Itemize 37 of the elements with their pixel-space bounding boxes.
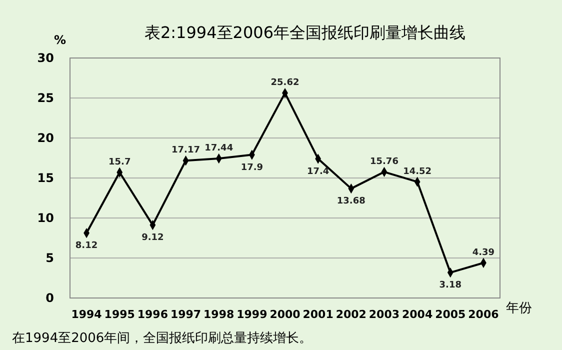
y-tick-label: 30: [37, 51, 54, 65]
x-axis-title: 年份: [506, 301, 532, 316]
data-label: 17.9: [240, 162, 264, 173]
chart-title: 表2:1994至2006年全国报纸印刷量增长曲线: [144, 23, 466, 42]
text: 在1994至2006年间，全国报纸印刷总量持续增长。: [12, 331, 312, 346]
data-label: 3.18: [439, 280, 462, 291]
x-tick-label: 2001: [302, 308, 334, 321]
data-label: 4.39: [472, 248, 495, 258]
x-tick-label: 2003: [368, 308, 400, 321]
data-label: 17.44: [204, 143, 234, 154]
x-tick-label: 2000: [270, 308, 301, 321]
y-tick-label: 0: [46, 291, 54, 305]
y-tick-label: 5: [46, 251, 54, 265]
data-label: 8.12: [75, 241, 98, 252]
x-tick-label: 1995: [104, 308, 135, 321]
y-axis-title: %: [54, 33, 66, 47]
x-tick-label: 1994: [71, 308, 102, 321]
y-tick-label: 20: [37, 131, 54, 145]
y-tick-label: 15: [37, 171, 54, 185]
x-tick-label: 1997: [170, 308, 202, 321]
x-tick-label: 2006: [468, 308, 500, 321]
data-label: 15.76: [370, 156, 398, 167]
x-tick-label: 2002: [336, 308, 366, 321]
data-label: 9.12: [142, 233, 164, 244]
y-tick-label: 25: [37, 91, 54, 105]
x-tick-label: 2005: [435, 308, 466, 321]
x-tick-label: 1996: [137, 308, 168, 321]
x-tick-label: 1998: [204, 308, 234, 321]
data-label: 15.7: [108, 157, 131, 168]
data-label: 14.52: [403, 166, 432, 177]
data-label: 17.4: [306, 166, 330, 177]
data-label: 13.68: [336, 196, 366, 207]
x-tick-label: 1999: [236, 308, 268, 321]
x-tick-label: 2004: [402, 308, 433, 321]
data-label: 17.17: [172, 146, 200, 156]
data-label: 25.62: [270, 78, 300, 88]
y-tick-label: 10: [37, 211, 54, 225]
